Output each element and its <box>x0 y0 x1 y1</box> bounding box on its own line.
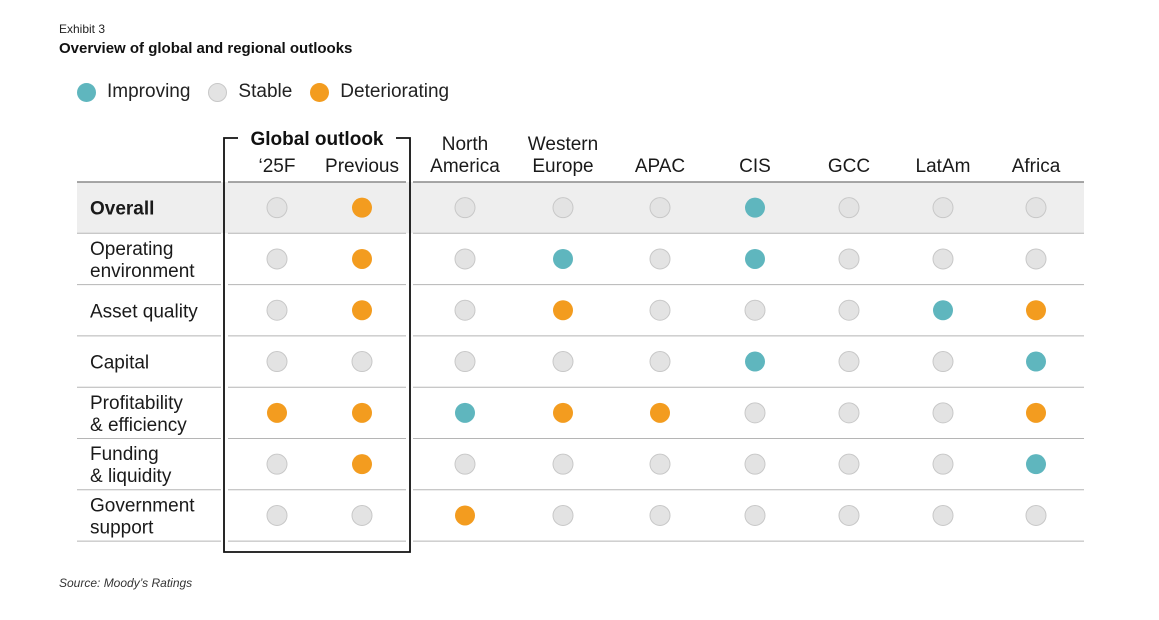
status-dot-improving <box>455 402 475 423</box>
status-dot-stable <box>552 504 574 526</box>
status-dot-deteriorating <box>352 300 372 321</box>
row-label: Profitability & efficiency <box>90 393 187 436</box>
status-dot-stable <box>351 351 373 373</box>
status-dot-deteriorating <box>352 197 372 218</box>
status-dot-improving <box>933 300 953 321</box>
status-dot-deteriorating <box>455 505 475 526</box>
status-dot-stable <box>649 248 671 270</box>
status-dot-deteriorating <box>553 300 573 321</box>
row-label: Asset quality <box>90 301 198 322</box>
status-dot-stable <box>838 248 860 270</box>
legend-item-improving: Improving <box>77 81 190 103</box>
status-dot-stable <box>649 504 671 526</box>
status-dot-stable <box>1025 504 1047 526</box>
chart-title: Overview of global and regional outlooks <box>59 40 353 57</box>
column-header: GCC <box>828 156 870 177</box>
global-outlook-box <box>223 137 411 553</box>
status-dot-stable <box>932 197 954 219</box>
status-dot-stable <box>266 351 288 373</box>
status-dot-stable <box>932 453 954 475</box>
legend: Improving Stable Deteriorating <box>77 81 467 103</box>
status-dot-stable <box>838 299 860 321</box>
status-dot-stable <box>932 504 954 526</box>
row-label: Government support <box>90 495 195 538</box>
source-note: Source: Moody’s Ratings <box>59 576 193 590</box>
status-dot-stable <box>744 299 766 321</box>
status-dot-stable <box>932 248 954 270</box>
status-dot-improving <box>745 248 765 269</box>
status-dot-stable <box>649 453 671 475</box>
legend-swatch-deteriorating <box>310 82 330 102</box>
status-dot-stable <box>744 504 766 526</box>
status-dot-stable <box>744 402 766 424</box>
legend-item-stable: Stable <box>208 81 292 103</box>
legend-item-deteriorating: Deteriorating <box>310 81 449 103</box>
row-label: Funding & liquidity <box>90 444 172 487</box>
status-dot-stable <box>649 299 671 321</box>
status-dot-stable <box>1025 197 1047 219</box>
status-dot-stable <box>838 453 860 475</box>
legend-label: Stable <box>238 81 293 102</box>
status-dot-stable <box>266 299 288 321</box>
column-header: CIS <box>739 156 771 177</box>
column-header: ‘25F <box>259 156 296 177</box>
status-dot-stable <box>454 197 476 219</box>
status-dot-deteriorating <box>650 402 670 423</box>
column-header: Previous <box>325 156 399 177</box>
status-dot-stable <box>932 351 954 373</box>
status-dot-deteriorating <box>1026 300 1046 321</box>
status-dot-stable <box>649 197 671 219</box>
status-dot-stable <box>351 504 373 526</box>
status-dot-stable <box>932 402 954 424</box>
status-dot-stable <box>552 197 574 219</box>
status-dot-stable <box>1025 248 1047 270</box>
row-label: Overall <box>90 199 154 220</box>
legend-label: Deteriorating <box>340 81 450 102</box>
column-header: Western Europe <box>528 134 598 177</box>
status-dot-improving <box>553 248 573 269</box>
column-header: LatAm <box>916 156 971 177</box>
column-header: Africa <box>1012 156 1061 177</box>
status-dot-stable <box>454 351 476 373</box>
status-dot-improving <box>745 197 765 218</box>
status-dot-stable <box>266 248 288 270</box>
status-dot-deteriorating <box>1026 402 1046 423</box>
status-dot-stable <box>266 197 288 219</box>
status-dot-stable <box>266 453 288 475</box>
status-dot-deteriorating <box>352 454 372 475</box>
status-dot-improving <box>745 351 765 372</box>
status-dot-stable <box>838 504 860 526</box>
status-dot-deteriorating <box>553 402 573 423</box>
status-dot-stable <box>266 504 288 526</box>
column-header: APAC <box>635 156 685 177</box>
status-dot-deteriorating <box>352 402 372 423</box>
status-dot-stable <box>838 351 860 373</box>
status-dot-stable <box>744 453 766 475</box>
legend-label: Improving <box>107 81 191 102</box>
legend-swatch-improving <box>77 82 96 102</box>
status-dot-stable <box>552 453 574 475</box>
exhibit-label: Exhibit 3 <box>59 22 106 36</box>
row-label: Operating environment <box>90 239 195 282</box>
status-dot-stable <box>649 351 671 373</box>
status-dot-stable <box>838 402 860 424</box>
row-label: Capital <box>90 353 149 374</box>
status-dot-deteriorating <box>352 248 372 269</box>
legend-swatch-stable <box>208 82 228 102</box>
column-header: North America <box>430 134 500 177</box>
status-dot-improving <box>1026 351 1046 372</box>
status-dot-deteriorating <box>267 402 287 423</box>
status-dot-stable <box>838 197 860 219</box>
status-dot-stable <box>454 248 476 270</box>
status-dot-stable <box>454 453 476 475</box>
global-outlook-label: Global outlook <box>251 129 384 150</box>
status-dot-stable <box>552 351 574 373</box>
overall-row-band <box>77 182 221 234</box>
status-dot-improving <box>1026 454 1046 475</box>
status-dot-stable <box>454 299 476 321</box>
